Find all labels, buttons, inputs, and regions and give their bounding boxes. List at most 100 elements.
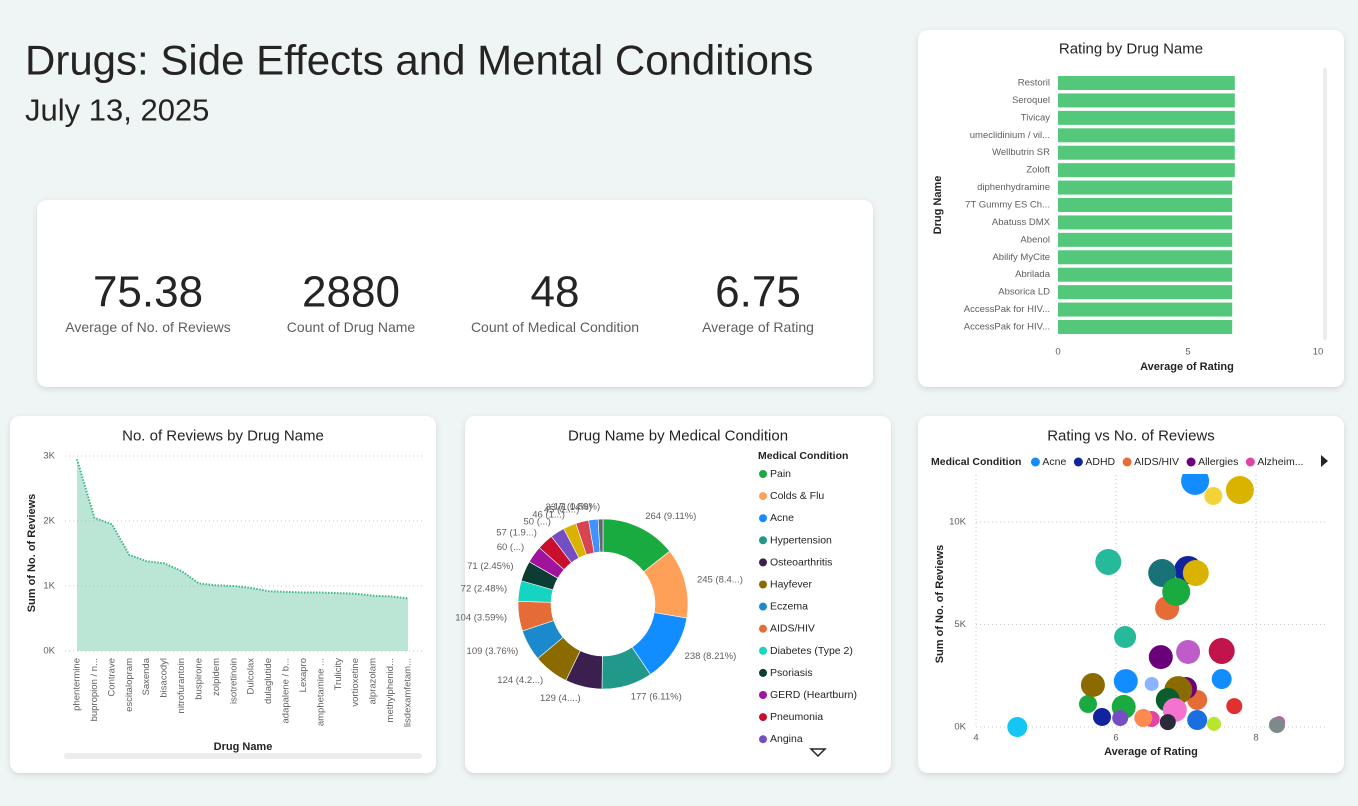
x-tick-label: Trulicity — [333, 658, 344, 691]
bar — [1058, 110, 1235, 125]
y-tick-label: Zoloft — [1026, 165, 1050, 176]
legend-label: AIDS/HIV — [1134, 456, 1179, 468]
x-tick-label: phentermine — [72, 658, 83, 711]
legend-marker — [759, 713, 767, 722]
bubble — [1112, 709, 1129, 726]
y-tick-label: diphenhydramine — [977, 182, 1050, 193]
line — [76, 458, 409, 600]
bubble — [1225, 476, 1254, 505]
y-tick-label: 2K — [43, 516, 55, 527]
bubble — [1095, 548, 1122, 575]
y-tick-label: Abatuss DMX — [992, 217, 1051, 228]
bar — [1058, 145, 1235, 160]
legend-label: Eczema — [770, 601, 808, 613]
x-tick-label: escitalopram — [124, 658, 135, 712]
legend-marker — [759, 514, 767, 523]
data-label: 264 (9.11%) — [645, 511, 696, 522]
x-tick-label: Saxenda — [141, 657, 152, 695]
x-tick-label: 5 — [1185, 347, 1190, 358]
legend-marker — [1186, 457, 1196, 467]
bar — [1058, 76, 1235, 91]
bar — [1058, 319, 1233, 334]
x-tick-label: Lexapro — [298, 658, 309, 692]
data-label: 17 (0.59%) — [554, 502, 600, 513]
kpi-label: Count of Drug Name — [287, 319, 416, 335]
bubble — [1159, 714, 1176, 731]
legend-label: Alzheim... — [1257, 456, 1303, 468]
legend-next[interactable] — [809, 748, 827, 758]
x-tick-label: 0 — [1055, 347, 1060, 358]
data-label: 129 (4....) — [540, 693, 581, 704]
data-label: 45 (1....) — [544, 504, 579, 515]
data-label: 245 (8.4...) — [697, 574, 743, 585]
x-tick-label: Contrave — [106, 658, 117, 697]
bubble — [1148, 645, 1173, 670]
area — [77, 459, 408, 651]
kpi-label: Count of Medical Condition — [471, 319, 639, 335]
x-tick-label: 8 — [1253, 733, 1258, 744]
y-tick-label: Seroquel — [1012, 95, 1050, 106]
data-label: 71 (2.45%) — [467, 561, 513, 572]
data-label: 109 (3.76%) — [467, 646, 519, 657]
bubble — [1079, 695, 1097, 714]
legend-label: Pain — [770, 468, 791, 480]
legend-label: Angina — [770, 733, 803, 745]
data-label: 72 (2.48%) — [461, 584, 507, 595]
y-tick-label: umeclidinium / vil... — [970, 130, 1050, 141]
x-tick-label: amphetamine ... — [315, 658, 326, 726]
plot-area — [1007, 474, 1286, 737]
bubble — [1207, 716, 1221, 731]
bubble — [1134, 708, 1153, 727]
legend-label: Pneumonia — [770, 711, 823, 723]
bar — [1058, 232, 1233, 247]
x-tick-label: lisdexamfetam... — [402, 658, 413, 727]
x-axis-label: Average of Rating — [1104, 746, 1198, 758]
bar — [1058, 93, 1235, 108]
data-label: 46 (1...) — [532, 509, 565, 520]
legend-title: Medical Condition — [758, 450, 848, 462]
legend-marker — [1073, 457, 1083, 467]
legend-marker — [759, 691, 767, 699]
bar — [1058, 215, 1233, 230]
bubble — [1144, 676, 1159, 691]
bar — [1058, 198, 1233, 212]
kpi-value: 2880 — [302, 268, 400, 317]
bubble — [1187, 710, 1208, 731]
legend-marker — [759, 624, 767, 633]
y-tick-label: 0K — [43, 646, 55, 657]
kpi-value: 6.75 — [715, 268, 801, 317]
data-label: 60 (...) — [497, 542, 524, 553]
data-label: 124 (4.2...) — [497, 675, 543, 686]
y-axis-label: Sum of No. of Reviews — [934, 545, 946, 664]
x-tick-label: 10 — [1313, 347, 1324, 358]
legend-marker — [759, 492, 767, 501]
y-axis-label: Drug Name — [932, 176, 944, 235]
scrollbar[interactable] — [64, 753, 422, 759]
scrollbar[interactable] — [1323, 68, 1327, 340]
y-tick-label: Abrilada — [1015, 269, 1051, 280]
data-label: 57 (1.9...) — [496, 527, 537, 538]
data-label: 238 (8.21%) — [685, 651, 737, 662]
donut-slice — [597, 518, 604, 553]
bubble — [1181, 474, 1210, 495]
chart-card — [918, 416, 1344, 773]
x-tick-label: bisacodyl — [159, 658, 170, 698]
kpi-value: 75.38 — [93, 268, 203, 317]
y-tick-label: Absorica LD — [998, 287, 1050, 298]
legend-label: GERD (Heartburn) — [770, 689, 857, 701]
legend-marker — [759, 646, 767, 655]
legend-marker — [759, 536, 767, 545]
bubble — [1080, 672, 1105, 697]
chart-title: Drug Name by Medical Condition — [568, 428, 788, 445]
data-label: 50 (...) — [523, 517, 550, 528]
bubble — [1162, 577, 1191, 606]
legend-marker — [759, 735, 767, 744]
bar — [1058, 180, 1233, 195]
legend-label: Diabetes (Type 2) — [770, 645, 853, 657]
data-label: 177 (6.11%) — [631, 691, 682, 702]
legend-label: Psoriasis — [770, 667, 813, 679]
legend-next[interactable] — [1321, 455, 1328, 467]
legend-label: Hayfever — [770, 579, 813, 591]
y-tick-label: AccessPak for HIV... — [964, 321, 1050, 332]
